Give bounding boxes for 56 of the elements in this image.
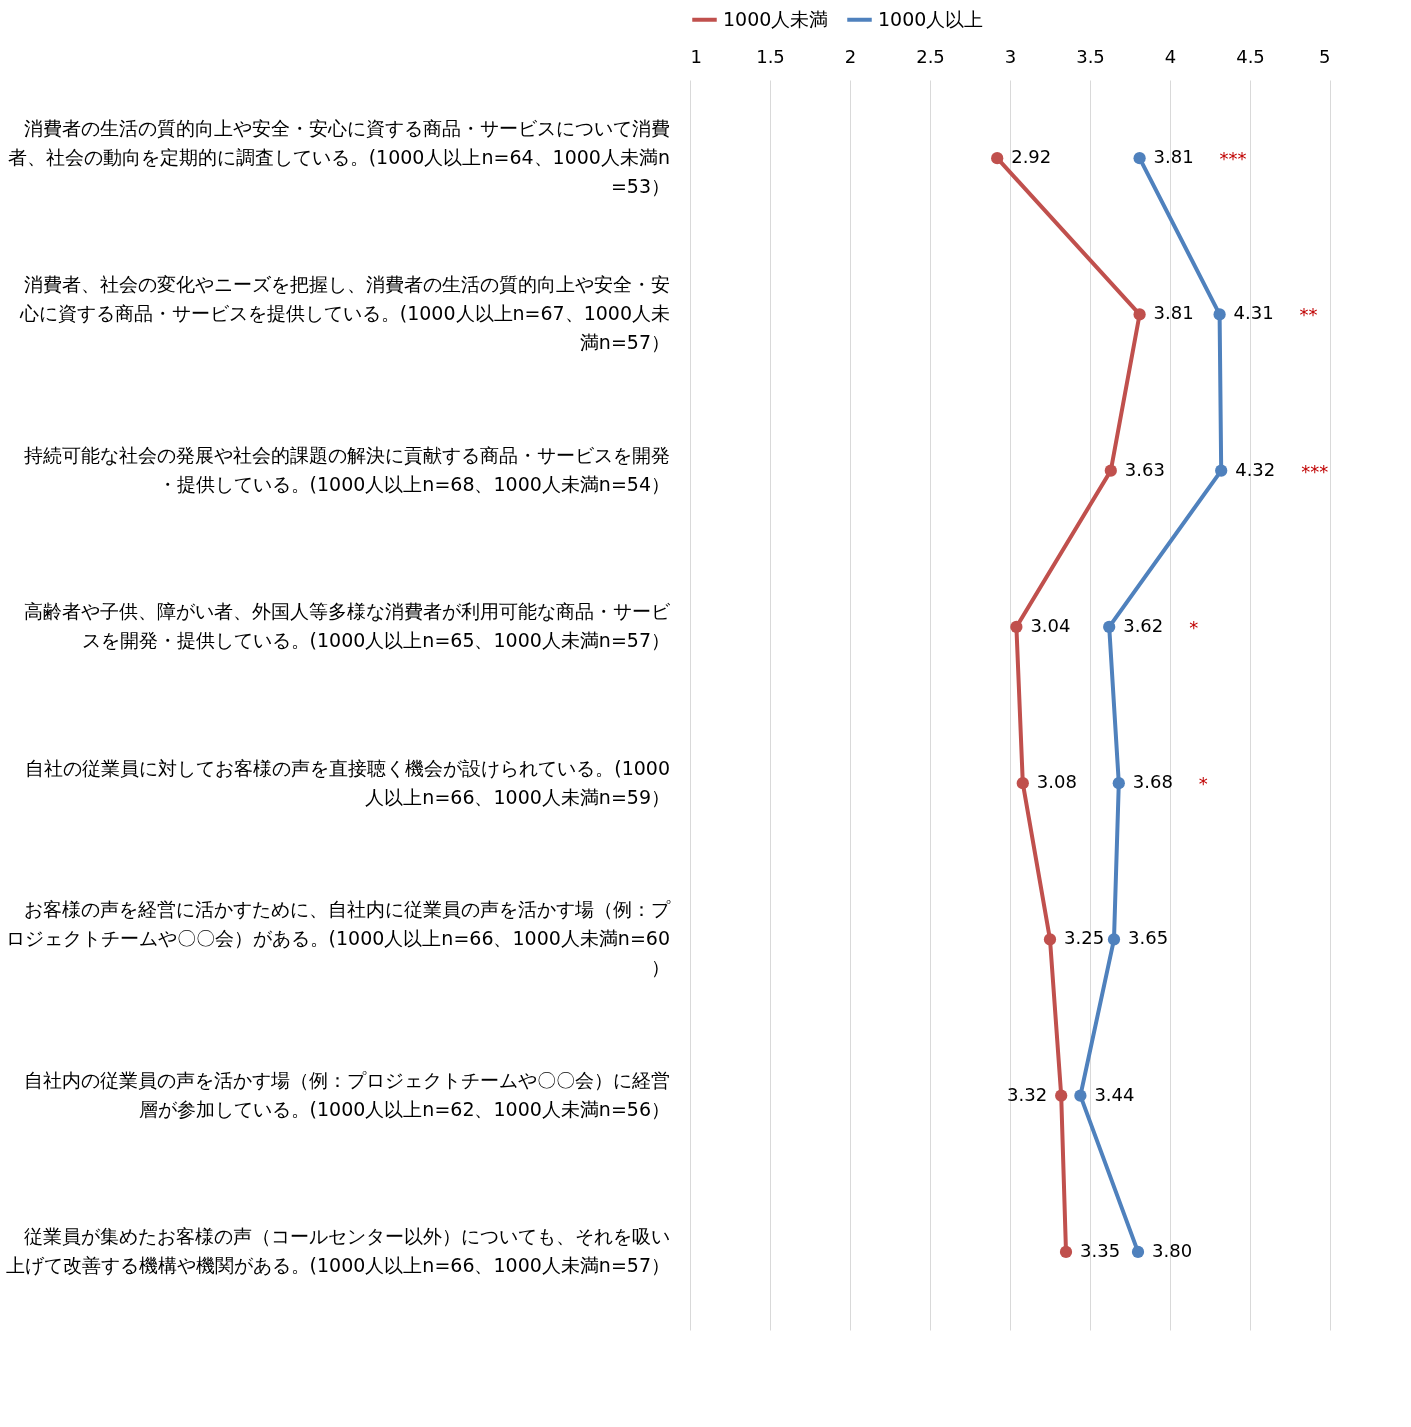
x-tick-label: 1 [690, 45, 702, 67]
data-label: 3.81 [1153, 146, 1194, 168]
point [1043, 933, 1057, 946]
x-tick-label: 1.5 [756, 45, 785, 67]
x-tick-label: 4 [1164, 45, 1177, 67]
point [1010, 620, 1023, 633]
x-tick-label: 3.5 [1076, 45, 1105, 67]
data-label: 3.25 [1064, 927, 1105, 949]
data-label: 3.63 [1124, 458, 1165, 480]
point [1133, 308, 1146, 321]
data-label: 3.08 [1036, 771, 1077, 793]
data-label: 3.35 [1080, 1239, 1121, 1261]
data-label: 3.68 [1132, 771, 1173, 793]
point [1104, 464, 1117, 477]
annotation: ** [1299, 304, 1318, 326]
point [1055, 1089, 1068, 1102]
data-label: 2.92 [1011, 146, 1052, 168]
data-label: 3.65 [1128, 927, 1169, 949]
point [1103, 620, 1116, 633]
y-tick-label: 消費者、社会の変化やニーズを把握し、消費者の生活の質的向上や安全・安心に資する商品・サービスを提供している。(1000人以上n=67、1000人未満n=57） [18, 273, 670, 354]
data-label: 3.04 [1030, 614, 1071, 636]
data-label: 3.81 [1153, 302, 1194, 324]
annotation: * [1189, 616, 1199, 638]
annotation: * [1198, 773, 1208, 795]
y-tick-label: 持続可能な社会の発展や社会的課題の解決に貢献する商品・サービスを開発・提供している。(1000人以上n=68、1000人未満n=54） [24, 444, 670, 496]
legend-label: 1000人未満 [723, 7, 829, 30]
point [1112, 777, 1125, 790]
y-tick-label: 自社内の従業員の声を活かす場（例：プロジェクトチームや〇〇会）に経営層が参加している。(1000人以上n=62、1000人未満n=56） [24, 1069, 670, 1121]
point [1059, 1245, 1073, 1258]
data-label: 4.31 [1233, 302, 1274, 324]
y-tick-label: お客様の声を経営に活かすために、自社内に従業員の声を活かす場（例：プロジェクトチームや〇〇会）がある。(1000人以上n=66、1000人未満n=60） [5, 898, 671, 979]
y-tick-label: 自社の従業員に対してお客様の声を直接聴く機会が設けられている。(1000人以上n=66、1000人未満n=59） [25, 756, 670, 808]
data-label: 4.32 [1235, 458, 1276, 480]
data-label: 3.44 [1094, 1083, 1135, 1105]
point [1016, 777, 1029, 790]
legend-label: 1000人以上 [878, 7, 984, 30]
point [1133, 152, 1146, 165]
point [1074, 1089, 1087, 1102]
x-tick-label: 5 [1319, 45, 1331, 67]
point [991, 152, 1004, 165]
point [1215, 464, 1228, 477]
x-tick-label: 2 [844, 45, 857, 67]
data-label: 3.62 [1123, 614, 1164, 636]
point [1107, 933, 1121, 946]
point [1131, 1245, 1145, 1258]
y-tick-label: 高齢者や子供、障がい者、外国人等多様な消費者が利用可能な商品・サービスを開発・提供している。(1000人以上n=65、1000人未満n=57） [24, 600, 671, 652]
x-tick-label: 2.5 [916, 45, 945, 67]
annotation: *** [1301, 460, 1329, 482]
y-tick-label: 従業員が集めたお客様の声（コールセンター以外）についても、それを吸い上げて改善する機構や機関がある。(1000人以上n=66、1000人未満n=57） [5, 1225, 670, 1277]
data-label: 3.32 [1007, 1083, 1048, 1105]
y-tick-label: 消費者の生活の質的向上や安全・安心に資する商品・サービスについて消費者、社会の動向を定期的に調査している。(1000人以上n=64、1000人未満n=53） [7, 117, 670, 198]
x-tick-label: 4.5 [1236, 45, 1265, 67]
annotation: *** [1219, 148, 1247, 170]
x-tick-label: 3 [1004, 45, 1017, 67]
point [1213, 308, 1226, 321]
data-label: 3.80 [1152, 1239, 1193, 1261]
